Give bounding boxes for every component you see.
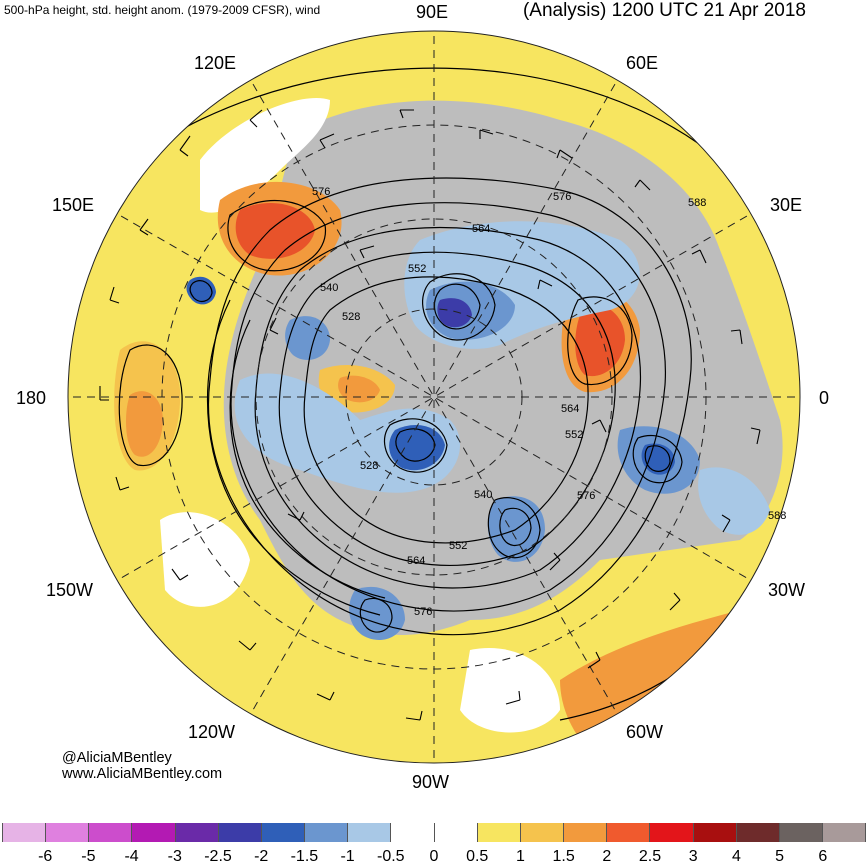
near-zero-region-nw (200, 98, 330, 213)
contour-label: 552 (408, 263, 426, 275)
contour-label: 576 (414, 606, 432, 618)
contour-label: 540 (320, 282, 338, 294)
colorbar-swatch (564, 823, 608, 842)
near-zero-region-s (460, 648, 560, 733)
colorbar-tick-label: 5 (775, 848, 785, 865)
colorbar-swatch (2, 823, 47, 842)
colorbar-tick-label: 6 (818, 848, 828, 865)
contour-label: 552 (565, 429, 583, 441)
colorbar-tick-label: 4 (731, 848, 741, 865)
colorbar-swatch (305, 823, 349, 842)
map-subtitle: 500-hPa height, std. height anom. (1979-… (4, 3, 321, 17)
contour-label: 552 (449, 540, 467, 552)
contour-label: 540 (474, 489, 492, 501)
contour-label: 588 (688, 197, 706, 209)
colorbar-tick-labels: -6 -5 -4 -3 -2.5 -2 -1.5 -1 -0.5 0 0.5 1 1.5 2 2.5 3 4 5 6 (2, 848, 866, 865)
colorbar-tick-label: -3 (167, 848, 182, 865)
lon-label-120e: 120E (194, 53, 237, 73)
credit-handle: @AliciaMBentley (62, 750, 172, 766)
contour-label: 528 (360, 460, 378, 472)
colorbar-swatch (607, 823, 651, 842)
strong-positive-anomaly-east-asia (235, 202, 315, 259)
contour-label: 528 (342, 311, 360, 323)
colorbar-swatch (261, 823, 306, 842)
height-contours (118, 67, 781, 721)
colorbar-tick-label: -1.5 (290, 848, 319, 865)
colorbar-tick-label: 2 (602, 848, 612, 865)
lon-label-90w: 90W (412, 772, 450, 792)
graticule (68, 31, 800, 763)
colorbar-tick-label: 3 (688, 848, 698, 865)
colorbar-tick-label: -4 (124, 848, 139, 865)
negative-anomaly-north-atlantic (698, 467, 770, 535)
colorbar-tick-label: 1 (515, 848, 525, 865)
colorbar-tick-label: -5 (81, 848, 96, 865)
contour-label: 576 (553, 191, 571, 203)
contour-label: 576 (577, 490, 595, 502)
wind-barbs (99, 109, 761, 721)
near-zero-region-w (160, 512, 250, 607)
lon-label-180: 180 (16, 388, 47, 408)
lon-label-150w: 150W (46, 580, 94, 600)
colorbar-tick-label: 1.5 (552, 848, 575, 865)
credit-website: www.AliciaMBentley.com (62, 766, 223, 782)
colorbar-swatch (89, 823, 133, 842)
colorbar-swatch (477, 823, 521, 842)
colorbar-swatch (46, 823, 90, 842)
land-mask-region (223, 100, 783, 636)
positive-anomaly-pacific-core (125, 391, 163, 457)
colorbar-tick-label: 0 (429, 848, 439, 865)
colorbar-swatch (132, 823, 176, 842)
colorbar-swatch (348, 823, 392, 842)
lon-label-30w: 30W (768, 580, 806, 600)
lon-label-0: 0 (819, 388, 830, 408)
lon-label-60e: 60E (626, 53, 659, 73)
colorbar-swatch (175, 823, 219, 842)
colorbar-swatch (779, 823, 823, 842)
map-disk (68, 31, 800, 763)
colorbar-swatch (434, 823, 478, 842)
colorbar-swatch (391, 823, 435, 842)
colorbar-tick-label: -0.5 (377, 848, 405, 865)
contour-value-labels: 576 576 564 552 540 528 564 552 528 540 … (312, 186, 786, 618)
colorbar-tick-label: 2.5 (638, 848, 662, 865)
colorbar-swatch (650, 823, 694, 842)
colorbar-tick-label: -2.5 (204, 848, 232, 865)
colorbar-tick-label: -1 (340, 848, 355, 865)
colorbar-tick-label: -6 (38, 848, 53, 865)
colorbar-swatch (736, 823, 780, 842)
colorbar-tick-label: -2 (254, 848, 269, 865)
positive-anomaly-arctic-core (338, 375, 380, 403)
map-valid-time: (Analysis) 1200 UTC 21 Apr 2018 (522, 0, 806, 21)
colorbar (2, 823, 867, 842)
colorbar-swatch (520, 823, 565, 842)
lon-label-60w: 60W (626, 722, 664, 742)
very-negative-anomaly-siberia (437, 298, 472, 328)
lon-label-120w: 120W (188, 722, 236, 742)
contour-label: 576 (312, 186, 330, 198)
lon-label-90e: 90E (416, 2, 449, 22)
contour-label: 588 (768, 510, 786, 522)
contour-label: 564 (407, 555, 425, 567)
lon-label-150e: 150E (52, 195, 95, 215)
colorbar-swatch (693, 823, 737, 842)
contour-label: 564 (561, 403, 579, 415)
contour-label: 564 (472, 223, 490, 235)
map-boundary (67, 30, 801, 764)
colorbar-tick-label: 0.5 (466, 848, 489, 865)
colorbar-swatch (822, 823, 867, 842)
colorbar-swatch (218, 823, 262, 842)
lon-label-30e: 30E (770, 195, 803, 215)
